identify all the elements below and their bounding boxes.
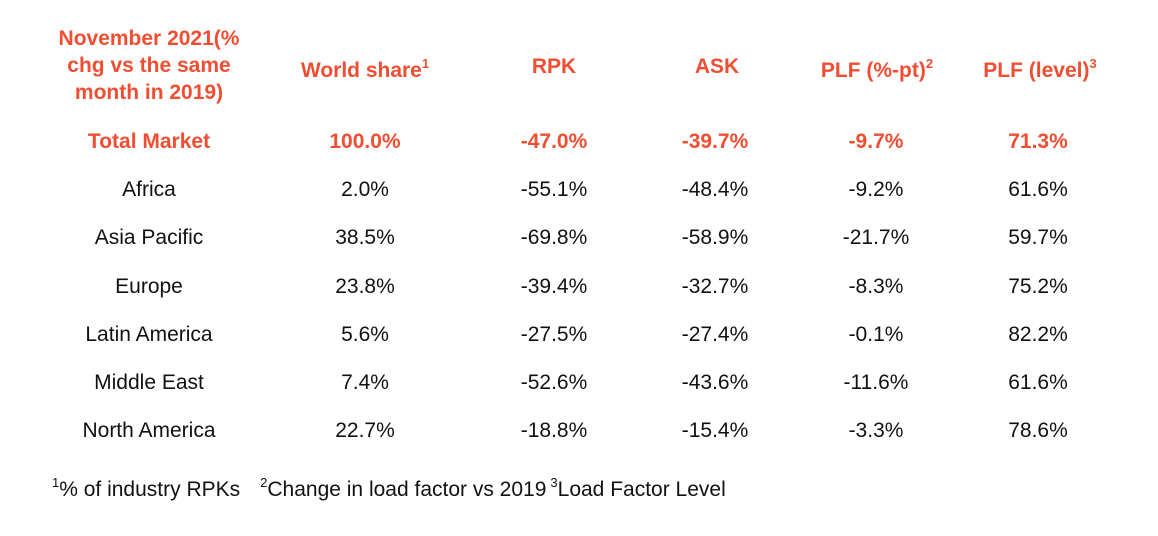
footnote-ref-2: 2 [925, 56, 934, 71]
cell-ask: -58.9% [681, 226, 749, 249]
footnote-ref-1: 1 [421, 56, 430, 71]
header-region-line-2: chg vs the same [67, 54, 231, 77]
header-rpk-label: RPK [531, 55, 577, 78]
cell-world-share: 38.5% [335, 226, 395, 249]
cell-rpk: -55.1% [520, 178, 588, 201]
footnote-ref-3: 3 [1089, 56, 1097, 71]
header-plf-pt: PLF (%-pt)2 [777, 57, 977, 84]
cell-plf-pt: -11.6% [843, 371, 909, 394]
cell-rpk: -39.4% [520, 275, 588, 298]
cell-ask: -27.4% [681, 323, 749, 346]
header-region-line-3: month in 2019) [74, 81, 224, 104]
cell-ask: -43.6% [681, 371, 749, 394]
cell-plf-level: 82.2% [1008, 323, 1068, 346]
cell-world-share: 7.4% [341, 371, 389, 394]
header-plf-pt-label: PLF (%-pt) [820, 59, 926, 82]
cell-plf-level: 61.6% [1008, 371, 1068, 394]
footnote-2-marker: 2 [260, 475, 268, 490]
footnote-2-text: Change in load factor vs 2019 [267, 478, 547, 501]
cell-ask: -15.4% [681, 419, 749, 442]
cell-region: Middle East [94, 371, 204, 394]
cell-plf-pt: -21.7% [842, 226, 910, 249]
header-region-line-1: November 2021(% [58, 27, 240, 50]
cell-rpk: -52.6% [520, 371, 588, 394]
footnote-1-text: % of industry RPKs [59, 478, 241, 501]
cell-world-share: 23.8% [335, 275, 395, 298]
cell-plf-level: 61.6% [1008, 178, 1068, 201]
cell-ask: -32.7% [681, 275, 749, 298]
footnotes: 1% of industry RPKs 2Change in load facto… [52, 475, 726, 502]
cell-world-share: 100.0% [329, 130, 401, 153]
cell-plf-pt: -8.3% [848, 275, 904, 298]
header-rpk: RPK [454, 53, 654, 80]
cell-ask: -48.4% [681, 178, 749, 201]
cell-ask: -39.7% [681, 130, 749, 153]
header-region: November 2021(% chg vs the same month in… [0, 25, 298, 106]
cell-region: Africa [122, 178, 176, 201]
footnote-3-text: Load Factor Level [557, 478, 726, 501]
cell-rpk: -27.5% [520, 323, 588, 346]
cell-plf-pt: -9.2% [848, 178, 904, 201]
cell-plf-level: 75.2% [1008, 275, 1068, 298]
footnote-3-marker: 3 [550, 475, 558, 490]
footnote-1-marker: 1 [52, 475, 60, 490]
cell-rpk: -18.8% [520, 419, 588, 442]
cell-region: Total Market [87, 130, 211, 153]
cell-region: Europe [115, 275, 183, 298]
header-plf-level: PLF (level)3 [940, 57, 1140, 84]
cell-plf-level: 59.7% [1008, 226, 1068, 249]
cell-plf-pt: -9.7% [848, 130, 904, 153]
cell-rpk: -47.0% [520, 130, 588, 153]
cell-world-share: 2.0% [341, 178, 389, 201]
cell-plf-pt: -3.3% [848, 419, 904, 442]
header-world-share: World share1 [265, 57, 465, 84]
cell-world-share: 5.6% [341, 323, 389, 346]
cell-rpk: -69.8% [520, 226, 588, 249]
header-plf-level-label: PLF (level) [983, 59, 1090, 82]
cell-plf-pt: -0.1% [848, 323, 904, 346]
cell-region: Asia Pacific [94, 226, 204, 249]
header-ask-label: ASK [694, 55, 740, 78]
cell-world-share: 22.7% [335, 419, 395, 442]
header-world-share-label: World share [300, 59, 422, 82]
cell-plf-level: 78.6% [1008, 419, 1068, 442]
header-ask: ASK [617, 53, 817, 80]
cell-region: North America [82, 419, 216, 442]
cell-plf-level: 71.3% [1008, 130, 1068, 153]
cell-region: Latin America [85, 323, 213, 346]
